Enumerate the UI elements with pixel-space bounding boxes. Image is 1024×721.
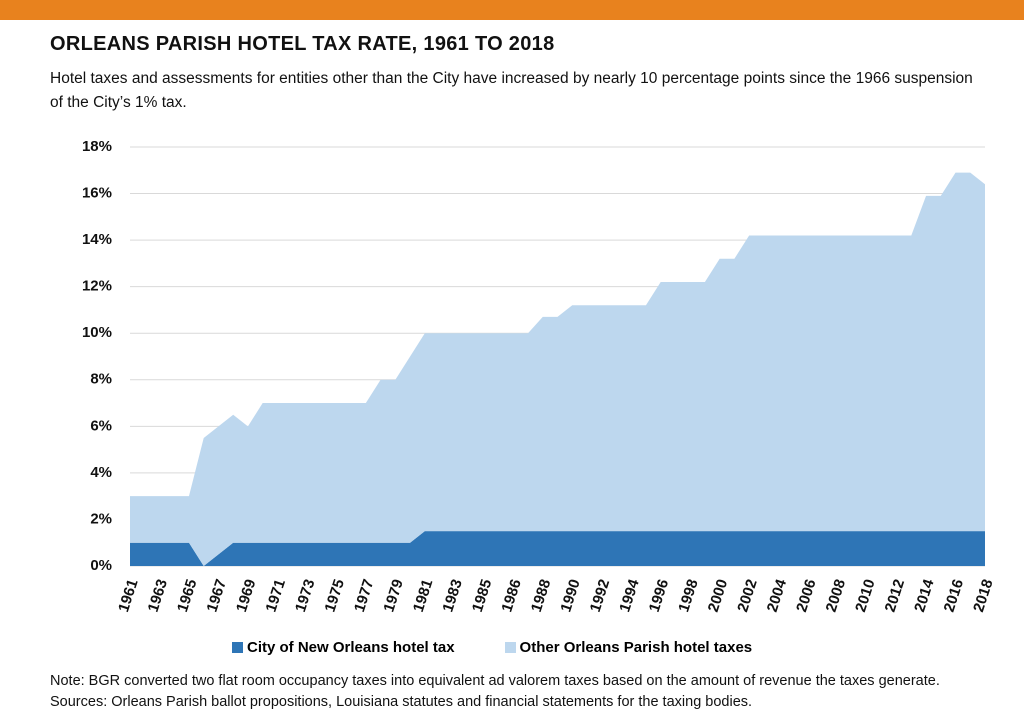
x-tick-label: 1983 xyxy=(439,577,465,614)
x-tick-label: 1977 xyxy=(351,577,377,614)
y-tick-label: 18% xyxy=(82,138,112,155)
x-tick-label: 1981 xyxy=(410,577,436,614)
x-tick-label: 2008 xyxy=(823,577,849,614)
x-tick-label: 1992 xyxy=(587,577,613,614)
legend-swatch xyxy=(232,642,243,653)
top-bar xyxy=(0,0,1024,20)
x-tick-label: 1985 xyxy=(469,577,495,614)
y-tick-label: 2% xyxy=(90,510,112,527)
x-tick-label: 2006 xyxy=(793,577,819,614)
x-tick-label: 2016 xyxy=(941,577,967,614)
x-tick-label: 1998 xyxy=(675,577,701,614)
x-tick-label: 2000 xyxy=(705,577,731,614)
x-tick-label: 1963 xyxy=(145,577,171,614)
note: Note: BGR converted two flat room occupa… xyxy=(50,673,940,689)
x-tick-label: 1975 xyxy=(321,577,347,614)
x-tick-label: 2014 xyxy=(911,577,938,615)
x-tick-label: 2004 xyxy=(764,577,791,615)
x-tick-label: 1967 xyxy=(204,577,230,614)
legend-label: City of New Orleans hotel tax xyxy=(247,639,455,656)
x-tick-label: 1994 xyxy=(616,577,643,615)
x-tick-label: 1988 xyxy=(528,577,554,614)
x-tick-label: 1990 xyxy=(557,577,583,614)
x-tick-label: 1979 xyxy=(380,577,406,614)
x-tick-label: 1971 xyxy=(263,577,289,614)
x-tick-label: 1965 xyxy=(174,577,200,614)
source: Sources: Orleans Parish ballot propositi… xyxy=(50,694,753,710)
chart-title: ORLEANS PARISH HOTEL TAX RATE, 1961 TO 2… xyxy=(50,33,555,55)
y-tick-label: 16% xyxy=(82,185,112,202)
x-tick-label: 1961 xyxy=(115,577,141,614)
x-tick-label: 1996 xyxy=(646,577,672,614)
legend-label: Other Orleans Parish hotel taxes xyxy=(519,639,753,656)
y-tick-label: 0% xyxy=(90,557,112,574)
chart-subtitle: Hotel taxes and assessments for entities… xyxy=(50,70,973,111)
x-tick-label: 1973 xyxy=(292,577,318,614)
legend-item: City of New Orleans hotel tax xyxy=(232,639,455,656)
x-tick-label: 2012 xyxy=(882,577,908,614)
y-tick-label: 14% xyxy=(82,231,112,248)
area xyxy=(130,172,985,566)
legend: City of New Orleans hotel tax Other Orlea… xyxy=(232,639,752,656)
y-tick-label: 10% xyxy=(82,324,112,341)
x-tick-label: 1986 xyxy=(498,577,524,614)
y-tick-label: 8% xyxy=(90,371,112,388)
y-tick-label: 6% xyxy=(90,417,112,434)
legend-item: Other Orleans Parish hotel taxes xyxy=(504,639,753,656)
x-tick-label: 2010 xyxy=(852,577,878,614)
x-tick-label: 2002 xyxy=(734,577,760,614)
x-tick-label: 1969 xyxy=(233,577,259,614)
legend-swatch xyxy=(504,642,516,653)
y-tick-label: 12% xyxy=(82,278,112,295)
y-tick-label: 4% xyxy=(90,464,112,481)
x-tick-label: 2018 xyxy=(970,577,996,614)
area xyxy=(130,531,985,566)
